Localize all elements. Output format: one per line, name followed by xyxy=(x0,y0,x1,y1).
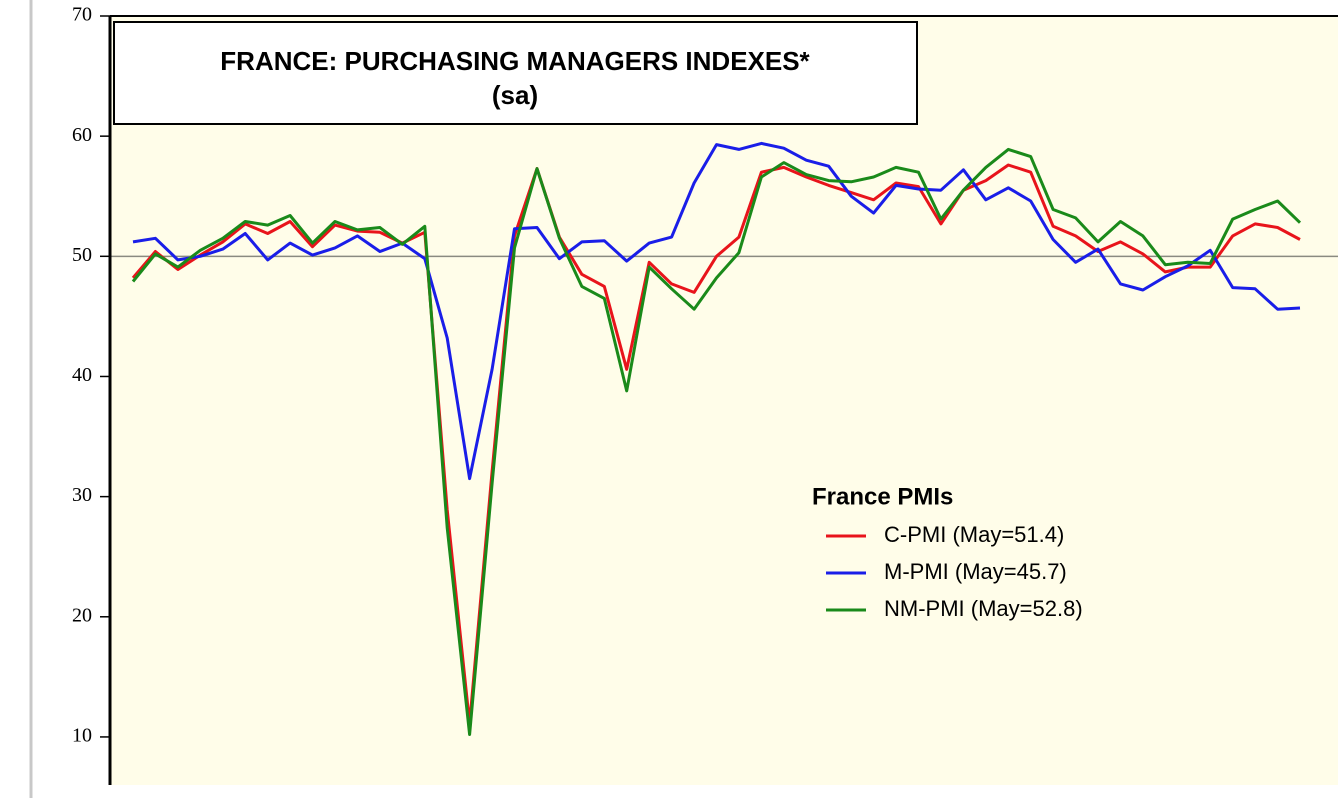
y-tick-label: 30 xyxy=(72,484,92,506)
legend-label: M-PMI (May=45.7) xyxy=(884,559,1067,584)
y-tick-label: 40 xyxy=(72,364,92,386)
legend-label: C-PMI (May=51.4) xyxy=(884,522,1064,547)
series-line xyxy=(132,141,1301,481)
y-tick-label: 70 xyxy=(72,4,92,26)
series-line xyxy=(131,163,1301,726)
series-line xyxy=(131,147,1302,736)
plot-background xyxy=(110,16,1338,785)
y-tick-label: 20 xyxy=(72,604,92,626)
y-tick-label: 10 xyxy=(72,725,92,747)
title-box xyxy=(113,21,918,125)
y-tick-label: 50 xyxy=(72,244,92,266)
y-tick-label: 60 xyxy=(72,124,92,146)
legend-title: France PMIs xyxy=(812,483,953,510)
chart-title: FRANCE: PURCHASING MANAGERS INDEXES* xyxy=(220,46,810,76)
legend-label: NM-PMI (May=52.8) xyxy=(884,596,1083,621)
chart-subtitle: (sa) xyxy=(492,80,538,110)
